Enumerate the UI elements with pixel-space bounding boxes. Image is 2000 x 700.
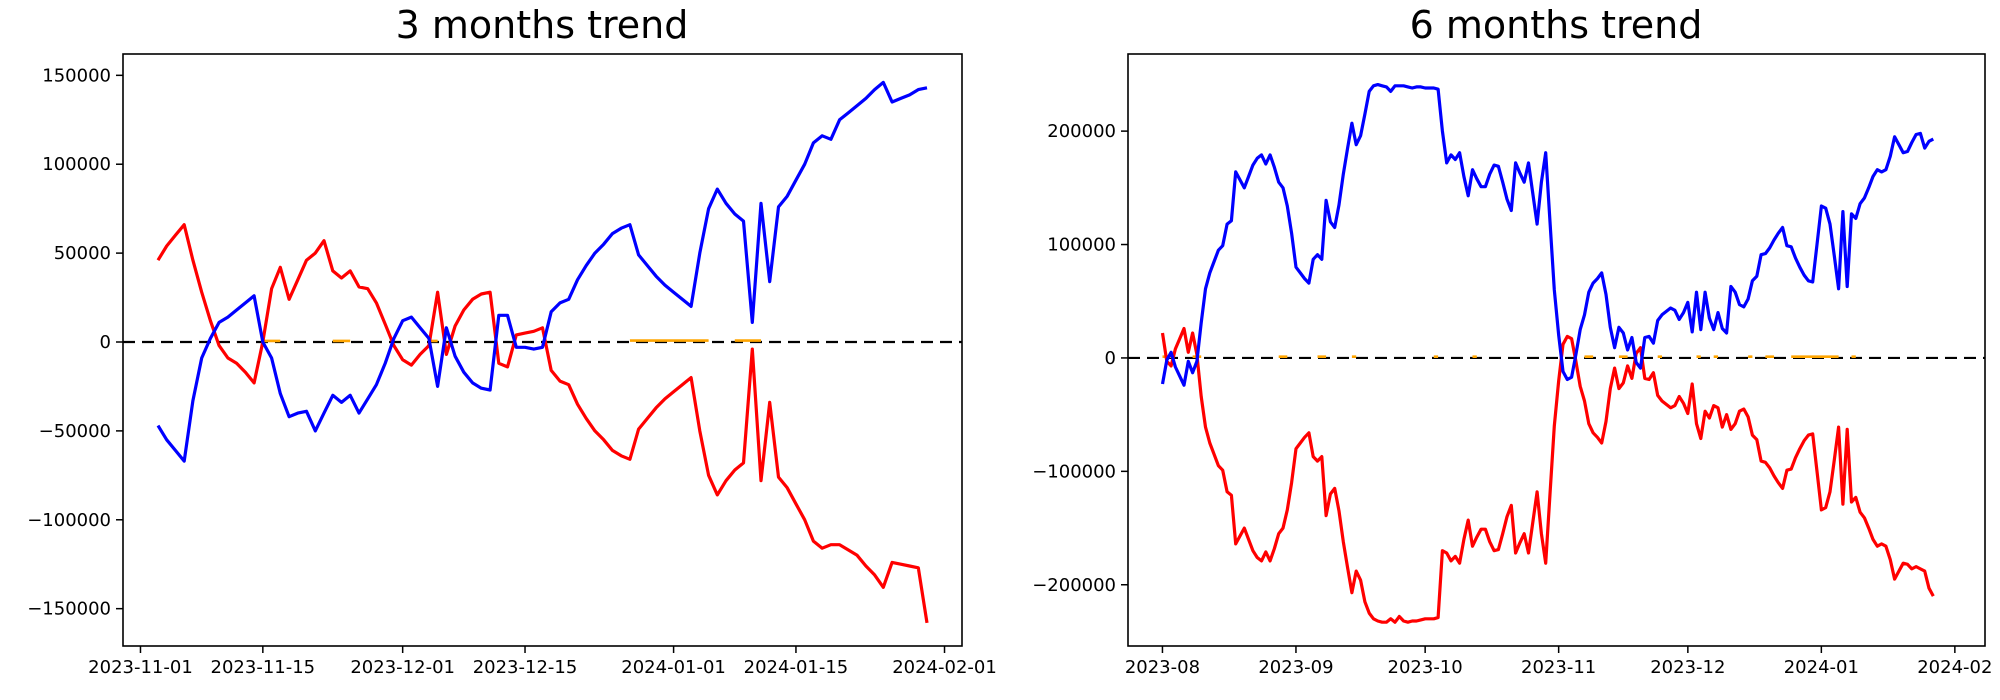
y-tick-label: 0 <box>100 332 111 353</box>
x-tick-label: 2023-11-15 <box>211 657 316 678</box>
x-tick-label: 2024-01-15 <box>744 657 849 678</box>
y-tick-label: 100000 <box>42 154 111 175</box>
plot-spines <box>122 53 963 647</box>
red-line <box>1160 326 1935 624</box>
x-tick-label: 2023-12 <box>1650 657 1725 678</box>
blue-line <box>1160 83 1935 387</box>
x-tick-label: 2023-08 <box>1125 657 1200 678</box>
x-tick-label: 2024-01 <box>1784 657 1859 678</box>
y-tick-label: −100000 <box>27 510 111 531</box>
x-tick-label: 2024-01-01 <box>621 657 726 678</box>
chart-title-6-months: 6 months trend <box>1409 3 1703 47</box>
y-tick-label: 0 <box>1105 348 1116 369</box>
y-tick-label: −200000 <box>1032 575 1116 596</box>
plot-spines <box>1127 53 1986 647</box>
x-tick-label: 2023-12-01 <box>350 657 455 678</box>
y-tick-label: −50000 <box>39 421 111 442</box>
x-tick-label: 2023-11-01 <box>88 657 193 678</box>
chart-title-3-months: 3 months trend <box>395 3 689 47</box>
y-tick-label: 50000 <box>54 243 111 264</box>
y-tick-label: −150000 <box>27 599 111 620</box>
x-tick-label: 2024-02 <box>1917 657 1992 678</box>
blue-line <box>156 80 928 463</box>
red-line <box>156 223 929 624</box>
y-tick-label: 150000 <box>42 65 111 86</box>
x-tick-label: 2024-02-01 <box>892 657 997 678</box>
x-tick-label: 2023-10 <box>1388 657 1463 678</box>
x-tick-label: 2023-11 <box>1521 657 1596 678</box>
y-tick-label: 100000 <box>1047 235 1116 256</box>
x-tick-label: 2023-12-15 <box>473 657 578 678</box>
y-tick-label: 200000 <box>1047 121 1116 142</box>
x-tick-label: 2023-09 <box>1258 657 1333 678</box>
y-tick-label: −100000 <box>1032 461 1116 482</box>
